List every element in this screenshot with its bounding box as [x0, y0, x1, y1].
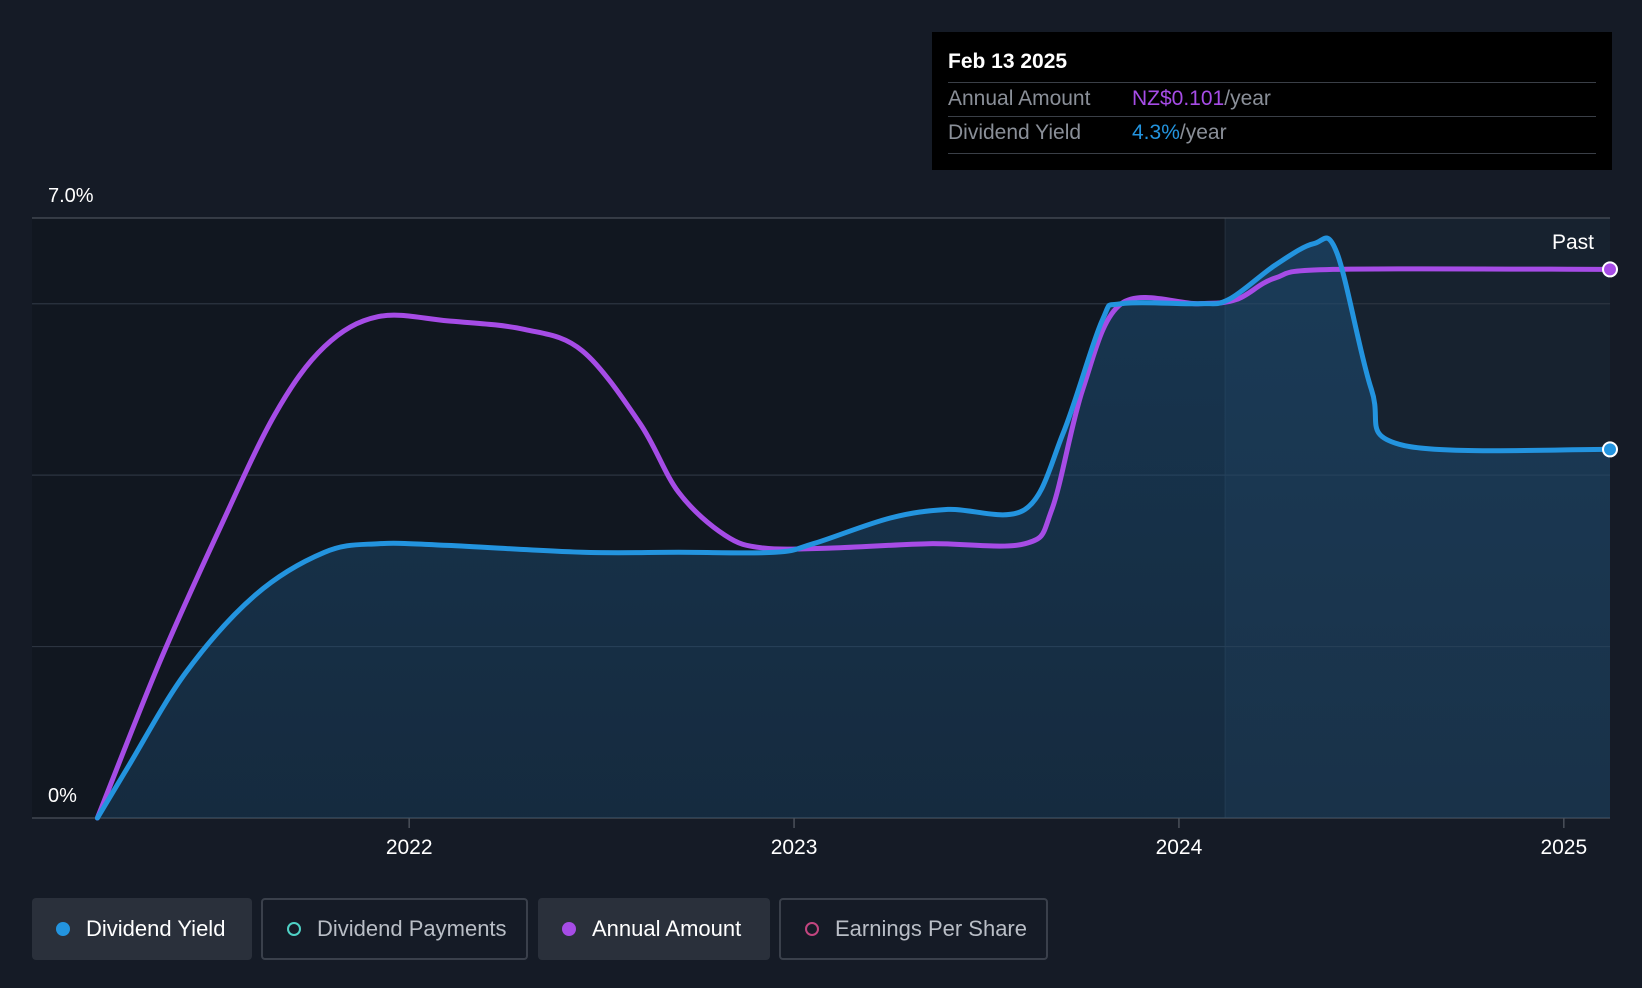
tooltip-label: Dividend Yield: [948, 121, 1082, 144]
y-axis-top-label: 7.0%: [48, 185, 94, 207]
tooltip: Feb 13 2025 Annual Amount NZ$0.101/year …: [932, 32, 1612, 170]
legend-dot-icon: [287, 922, 301, 936]
series-lines: [94, 235, 1618, 821]
tooltip-row-annual-amount: Annual Amount NZ$0.101/year: [948, 82, 1596, 117]
tooltip-amount: NZ$0.101: [1132, 87, 1225, 110]
tooltip-unit: /year: [1179, 121, 1227, 144]
axis-labels: 7.0% 0% Past: [48, 185, 1594, 807]
legend-dot-icon: [56, 922, 70, 936]
x-axis: 2022 2023 2024 2025: [386, 818, 1587, 859]
x-tick-label: 2024: [1156, 836, 1203, 859]
tooltip-row-dividend-yield: Dividend Yield 4.3%/year: [948, 116, 1596, 151]
series-end-marker: [1602, 261, 1618, 278]
tooltip-date: Feb 13 2025: [948, 50, 1068, 73]
series-area: [97, 238, 1610, 818]
legend-earnings-per-share[interactable]: Earnings Per Share: [779, 898, 1048, 960]
legend-dividend-yield[interactable]: Dividend Yield: [32, 898, 252, 960]
tooltip-value: 4.3%/year: [1132, 121, 1227, 145]
tooltip-value: NZ$0.101/year: [1132, 87, 1271, 111]
legend-dot-icon: [805, 922, 819, 936]
legend-label: Dividend Yield: [86, 916, 226, 941]
tooltip-yield: 4.3%: [1132, 121, 1180, 144]
x-tick-label: 2025: [1540, 836, 1587, 859]
legend-label: Annual Amount: [592, 916, 742, 941]
tooltip-label: Annual Amount: [948, 87, 1091, 110]
x-tick-label: 2022: [386, 836, 433, 859]
y-axis-bottom-label: 0%: [48, 785, 77, 807]
past-label: Past: [1552, 231, 1594, 254]
legend-annual-amount[interactable]: Annual Amount: [538, 898, 770, 960]
dividend-chart: 2022 2023 2024 2025 7.0% 0% Past: [32, 185, 1618, 859]
tooltip-divider: [948, 153, 1596, 154]
legend-dot-icon: [562, 922, 576, 936]
tooltip-unit: /year: [1224, 87, 1271, 110]
series-line: [94, 235, 1613, 821]
yield-area: [97, 238, 1610, 818]
series-end-marker: [1602, 441, 1618, 458]
legend-label: Earnings Per Share: [835, 916, 1027, 941]
x-tick-label: 2023: [771, 836, 818, 859]
legend-label: Dividend Payments: [317, 916, 507, 941]
legend-dividend-payments[interactable]: Dividend Payments: [261, 898, 528, 960]
